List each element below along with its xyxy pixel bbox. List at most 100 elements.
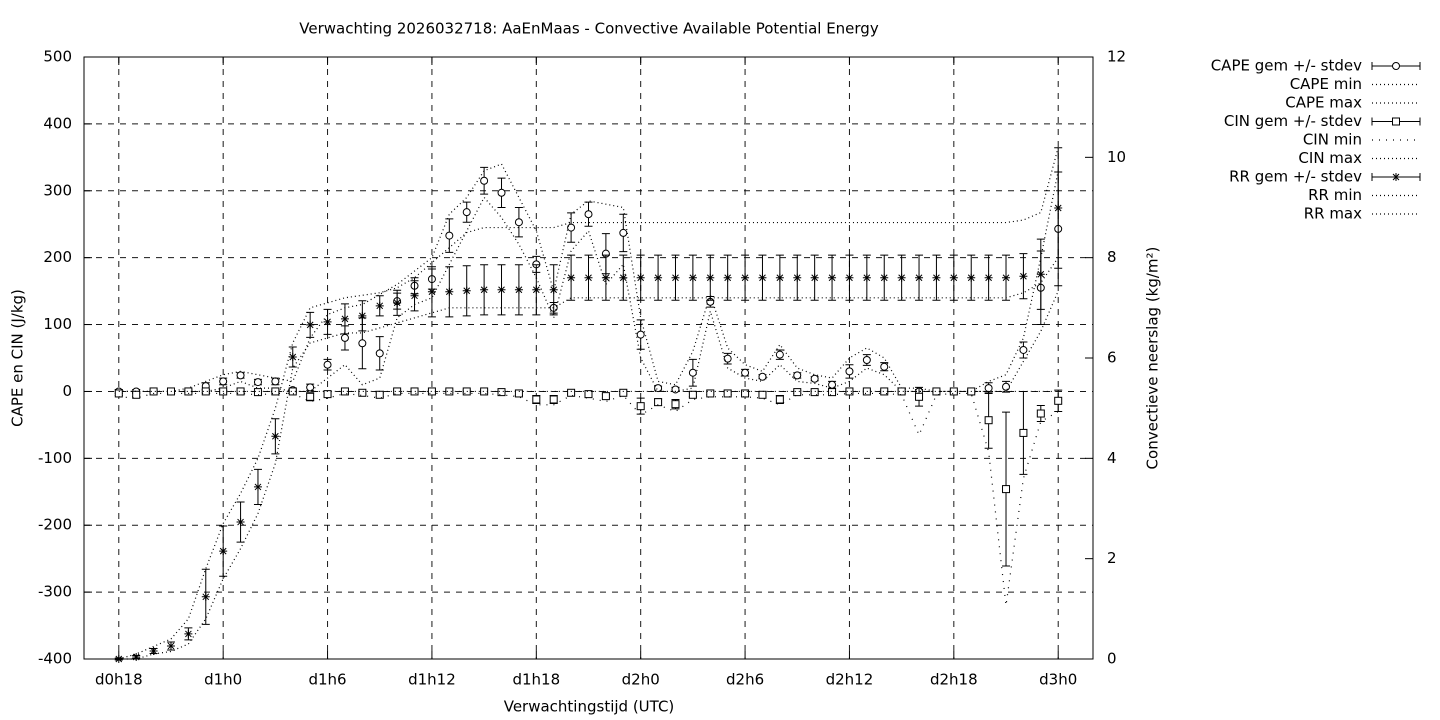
marker xyxy=(480,387,489,396)
marker xyxy=(636,330,645,339)
marker xyxy=(706,273,715,282)
marker xyxy=(375,390,384,399)
y2-tick-label: 6 xyxy=(1107,349,1117,367)
marker xyxy=(219,377,228,386)
marker xyxy=(514,218,523,227)
marker xyxy=(741,389,750,398)
marker xyxy=(949,387,958,396)
marker xyxy=(723,354,732,363)
marker xyxy=(723,389,732,398)
marker xyxy=(793,388,802,397)
marker xyxy=(671,273,680,282)
marker xyxy=(654,384,663,393)
marker xyxy=(358,388,367,397)
marker xyxy=(567,223,576,232)
y2-tick-label: 0 xyxy=(1107,650,1117,668)
y-axis-label: CAPE en CIN (J/kg) xyxy=(9,289,27,427)
x-tick-label: d1h12 xyxy=(408,671,456,689)
x-tick-label: d2h0 xyxy=(622,671,660,689)
marker xyxy=(601,392,610,401)
marker xyxy=(810,273,819,282)
y-tick-label: 0 xyxy=(62,382,72,400)
marker xyxy=(340,314,349,323)
y2-tick-label: 2 xyxy=(1107,549,1117,567)
series xyxy=(114,386,1063,567)
legend-label: RR min xyxy=(1308,186,1362,204)
marker xyxy=(410,291,419,300)
marker xyxy=(984,384,993,393)
marker xyxy=(654,273,663,282)
marker xyxy=(1392,173,1400,181)
marker xyxy=(393,387,402,396)
x-tick-label: d1h0 xyxy=(204,671,242,689)
legend-label: RR gem +/- stdev xyxy=(1229,168,1362,186)
marker xyxy=(984,416,993,425)
marker xyxy=(758,372,767,381)
marker xyxy=(236,387,245,396)
marker xyxy=(741,273,750,282)
marker xyxy=(671,385,680,394)
marker xyxy=(132,652,141,661)
marker xyxy=(1392,117,1400,126)
marker xyxy=(184,629,193,638)
marker xyxy=(619,273,628,282)
marker xyxy=(619,388,628,397)
marker xyxy=(810,374,819,383)
marker xyxy=(236,371,245,380)
marker xyxy=(323,390,332,399)
marker xyxy=(967,273,976,282)
marker xyxy=(166,641,175,650)
marker xyxy=(828,388,837,397)
marker xyxy=(862,273,871,282)
legend-label: CAPE min xyxy=(1290,75,1362,93)
marker xyxy=(114,655,123,663)
marker xyxy=(723,273,732,282)
marker xyxy=(984,273,993,282)
marker xyxy=(1392,62,1400,70)
marker xyxy=(706,389,715,398)
marker xyxy=(793,371,802,380)
marker xyxy=(897,273,906,282)
y2-axis-label: Convectieve neerslag (kg/m²) xyxy=(1144,247,1162,470)
marker xyxy=(149,646,158,655)
legend-label: CIN gem +/- stdev xyxy=(1224,112,1362,130)
marker xyxy=(323,360,332,369)
marker xyxy=(1019,272,1028,281)
marker xyxy=(253,388,262,397)
marker xyxy=(845,273,854,282)
marker xyxy=(271,377,280,386)
marker xyxy=(306,392,315,401)
marker xyxy=(619,228,628,237)
marker xyxy=(601,273,610,282)
marker xyxy=(793,273,802,282)
marker xyxy=(758,273,767,282)
marker xyxy=(567,388,576,397)
marker xyxy=(775,350,784,359)
y2-tick-label: 8 xyxy=(1107,248,1117,266)
marker xyxy=(201,592,210,601)
marker xyxy=(775,273,784,282)
marker xyxy=(358,311,367,320)
y-tick-label: 300 xyxy=(43,181,72,199)
marker xyxy=(340,333,349,342)
marker xyxy=(584,390,593,399)
marker xyxy=(1036,409,1045,418)
x-tick-label: d2h18 xyxy=(930,671,978,689)
y-tick-label: -300 xyxy=(38,583,72,601)
marker xyxy=(932,387,941,396)
marker xyxy=(306,320,315,329)
y-tick-label: 100 xyxy=(43,315,72,333)
marker xyxy=(1002,485,1011,494)
marker xyxy=(514,285,523,294)
marker xyxy=(688,273,697,282)
marker xyxy=(462,387,471,396)
marker xyxy=(1019,428,1028,437)
marker xyxy=(828,273,837,282)
marker xyxy=(636,273,645,282)
series xyxy=(118,147,1059,660)
marker xyxy=(549,395,558,404)
marker xyxy=(897,387,906,396)
marker xyxy=(497,285,506,294)
marker xyxy=(445,387,454,396)
